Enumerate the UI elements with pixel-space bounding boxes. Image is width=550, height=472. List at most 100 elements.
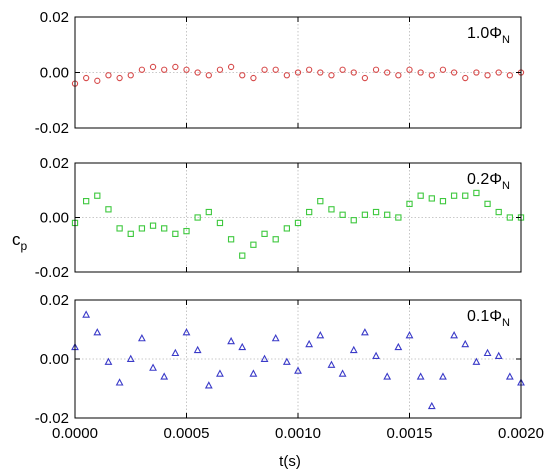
data-point <box>305 208 313 216</box>
y-tick-label: 0.00 <box>40 351 69 368</box>
data-point <box>462 192 469 199</box>
data-point <box>172 63 179 71</box>
data-point <box>450 69 458 76</box>
data-series <box>71 310 525 410</box>
data-point <box>172 230 179 237</box>
y-tick-label: -0.02 <box>35 120 69 137</box>
panel-label-main: 1.0Φ <box>467 25 502 42</box>
data-point <box>417 69 424 76</box>
panel-label: 1.0ΦN <box>467 25 510 46</box>
data-point <box>483 348 492 357</box>
data-point <box>227 63 235 71</box>
data-point <box>450 192 458 199</box>
y-axis-label: cp <box>12 230 28 253</box>
data-point <box>506 214 513 221</box>
data-point <box>473 69 480 76</box>
data-point <box>439 372 447 380</box>
data-point <box>361 211 369 218</box>
data-point <box>82 310 91 318</box>
data-point <box>439 66 447 73</box>
panel-label: 0.2ΦN <box>467 171 510 192</box>
data-point <box>193 345 202 354</box>
y-tick-label: 0.00 <box>40 210 69 227</box>
data-point <box>116 225 123 232</box>
y-tick-label: 0.02 <box>40 9 69 26</box>
data-point <box>161 66 168 73</box>
data-point <box>161 225 168 232</box>
data-point <box>428 72 435 79</box>
data-point <box>372 208 380 216</box>
data-point <box>282 357 291 365</box>
data-point <box>194 69 201 76</box>
data-point <box>294 69 302 76</box>
data-point <box>115 378 124 386</box>
data-point <box>250 74 257 82</box>
data-point <box>104 357 113 365</box>
x-axis-label: t(s) <box>279 453 301 470</box>
data-point <box>183 227 190 235</box>
data-point <box>339 211 346 218</box>
data-point <box>149 222 157 229</box>
data-point <box>484 72 491 79</box>
data-point <box>205 208 212 216</box>
data-point <box>450 331 459 339</box>
x-tick-label: 0.0005 <box>164 425 210 442</box>
data-point <box>339 66 346 73</box>
y-tick-label: -0.02 <box>35 264 69 281</box>
data-point <box>406 200 413 208</box>
data-point <box>461 339 470 348</box>
data-point <box>183 66 190 73</box>
data-point <box>160 372 169 380</box>
data-point <box>294 366 302 374</box>
data-point <box>283 225 290 232</box>
data-point <box>305 66 313 73</box>
y-tick-label: 0.02 <box>40 155 69 172</box>
data-point <box>94 77 101 84</box>
data-point <box>361 74 369 82</box>
data-point <box>127 230 134 237</box>
data-point <box>328 72 335 79</box>
data-point <box>305 339 314 348</box>
data-point <box>227 336 236 345</box>
data-point <box>494 351 503 360</box>
data-point <box>495 208 502 216</box>
data-point <box>394 342 403 351</box>
data-point <box>239 72 246 79</box>
grid <box>75 300 521 418</box>
grid <box>75 17 521 128</box>
y-tick-label: 0.00 <box>40 65 69 82</box>
data-point <box>395 214 402 221</box>
data-point <box>171 348 180 357</box>
data-series <box>71 189 525 259</box>
data-series <box>71 63 525 87</box>
panel: -0.02 0.00 0.02 0.1ΦN 0.0000 0.0005 0.0010 0.00… <box>35 292 544 442</box>
x-tick-label: 0.0020 <box>498 425 544 442</box>
data-point <box>182 328 191 336</box>
data-point <box>327 360 336 368</box>
y-tick-label: 0.02 <box>40 292 69 309</box>
y-tick-label: -0.02 <box>35 410 69 427</box>
data-point <box>271 333 280 342</box>
data-point <box>272 236 279 243</box>
data-point <box>316 331 325 339</box>
data-point <box>94 192 101 199</box>
data-point <box>349 345 358 354</box>
data-point <box>283 72 290 79</box>
data-point <box>462 74 469 82</box>
data-point <box>317 69 324 76</box>
data-point <box>227 236 235 243</box>
panel: -0.02 0.00 0.02 1.0ΦN <box>35 9 525 137</box>
data-point <box>149 363 157 371</box>
data-point <box>417 192 424 199</box>
data-point <box>138 66 146 73</box>
data-point <box>93 328 102 336</box>
data-point <box>406 66 413 73</box>
data-point <box>250 241 257 248</box>
panel-label: 0.1ΦN <box>467 308 510 329</box>
data-point <box>384 69 391 76</box>
data-point <box>405 331 414 339</box>
data-point <box>204 381 213 389</box>
data-point <box>205 72 212 79</box>
data-point <box>105 72 112 79</box>
data-point <box>127 72 134 79</box>
